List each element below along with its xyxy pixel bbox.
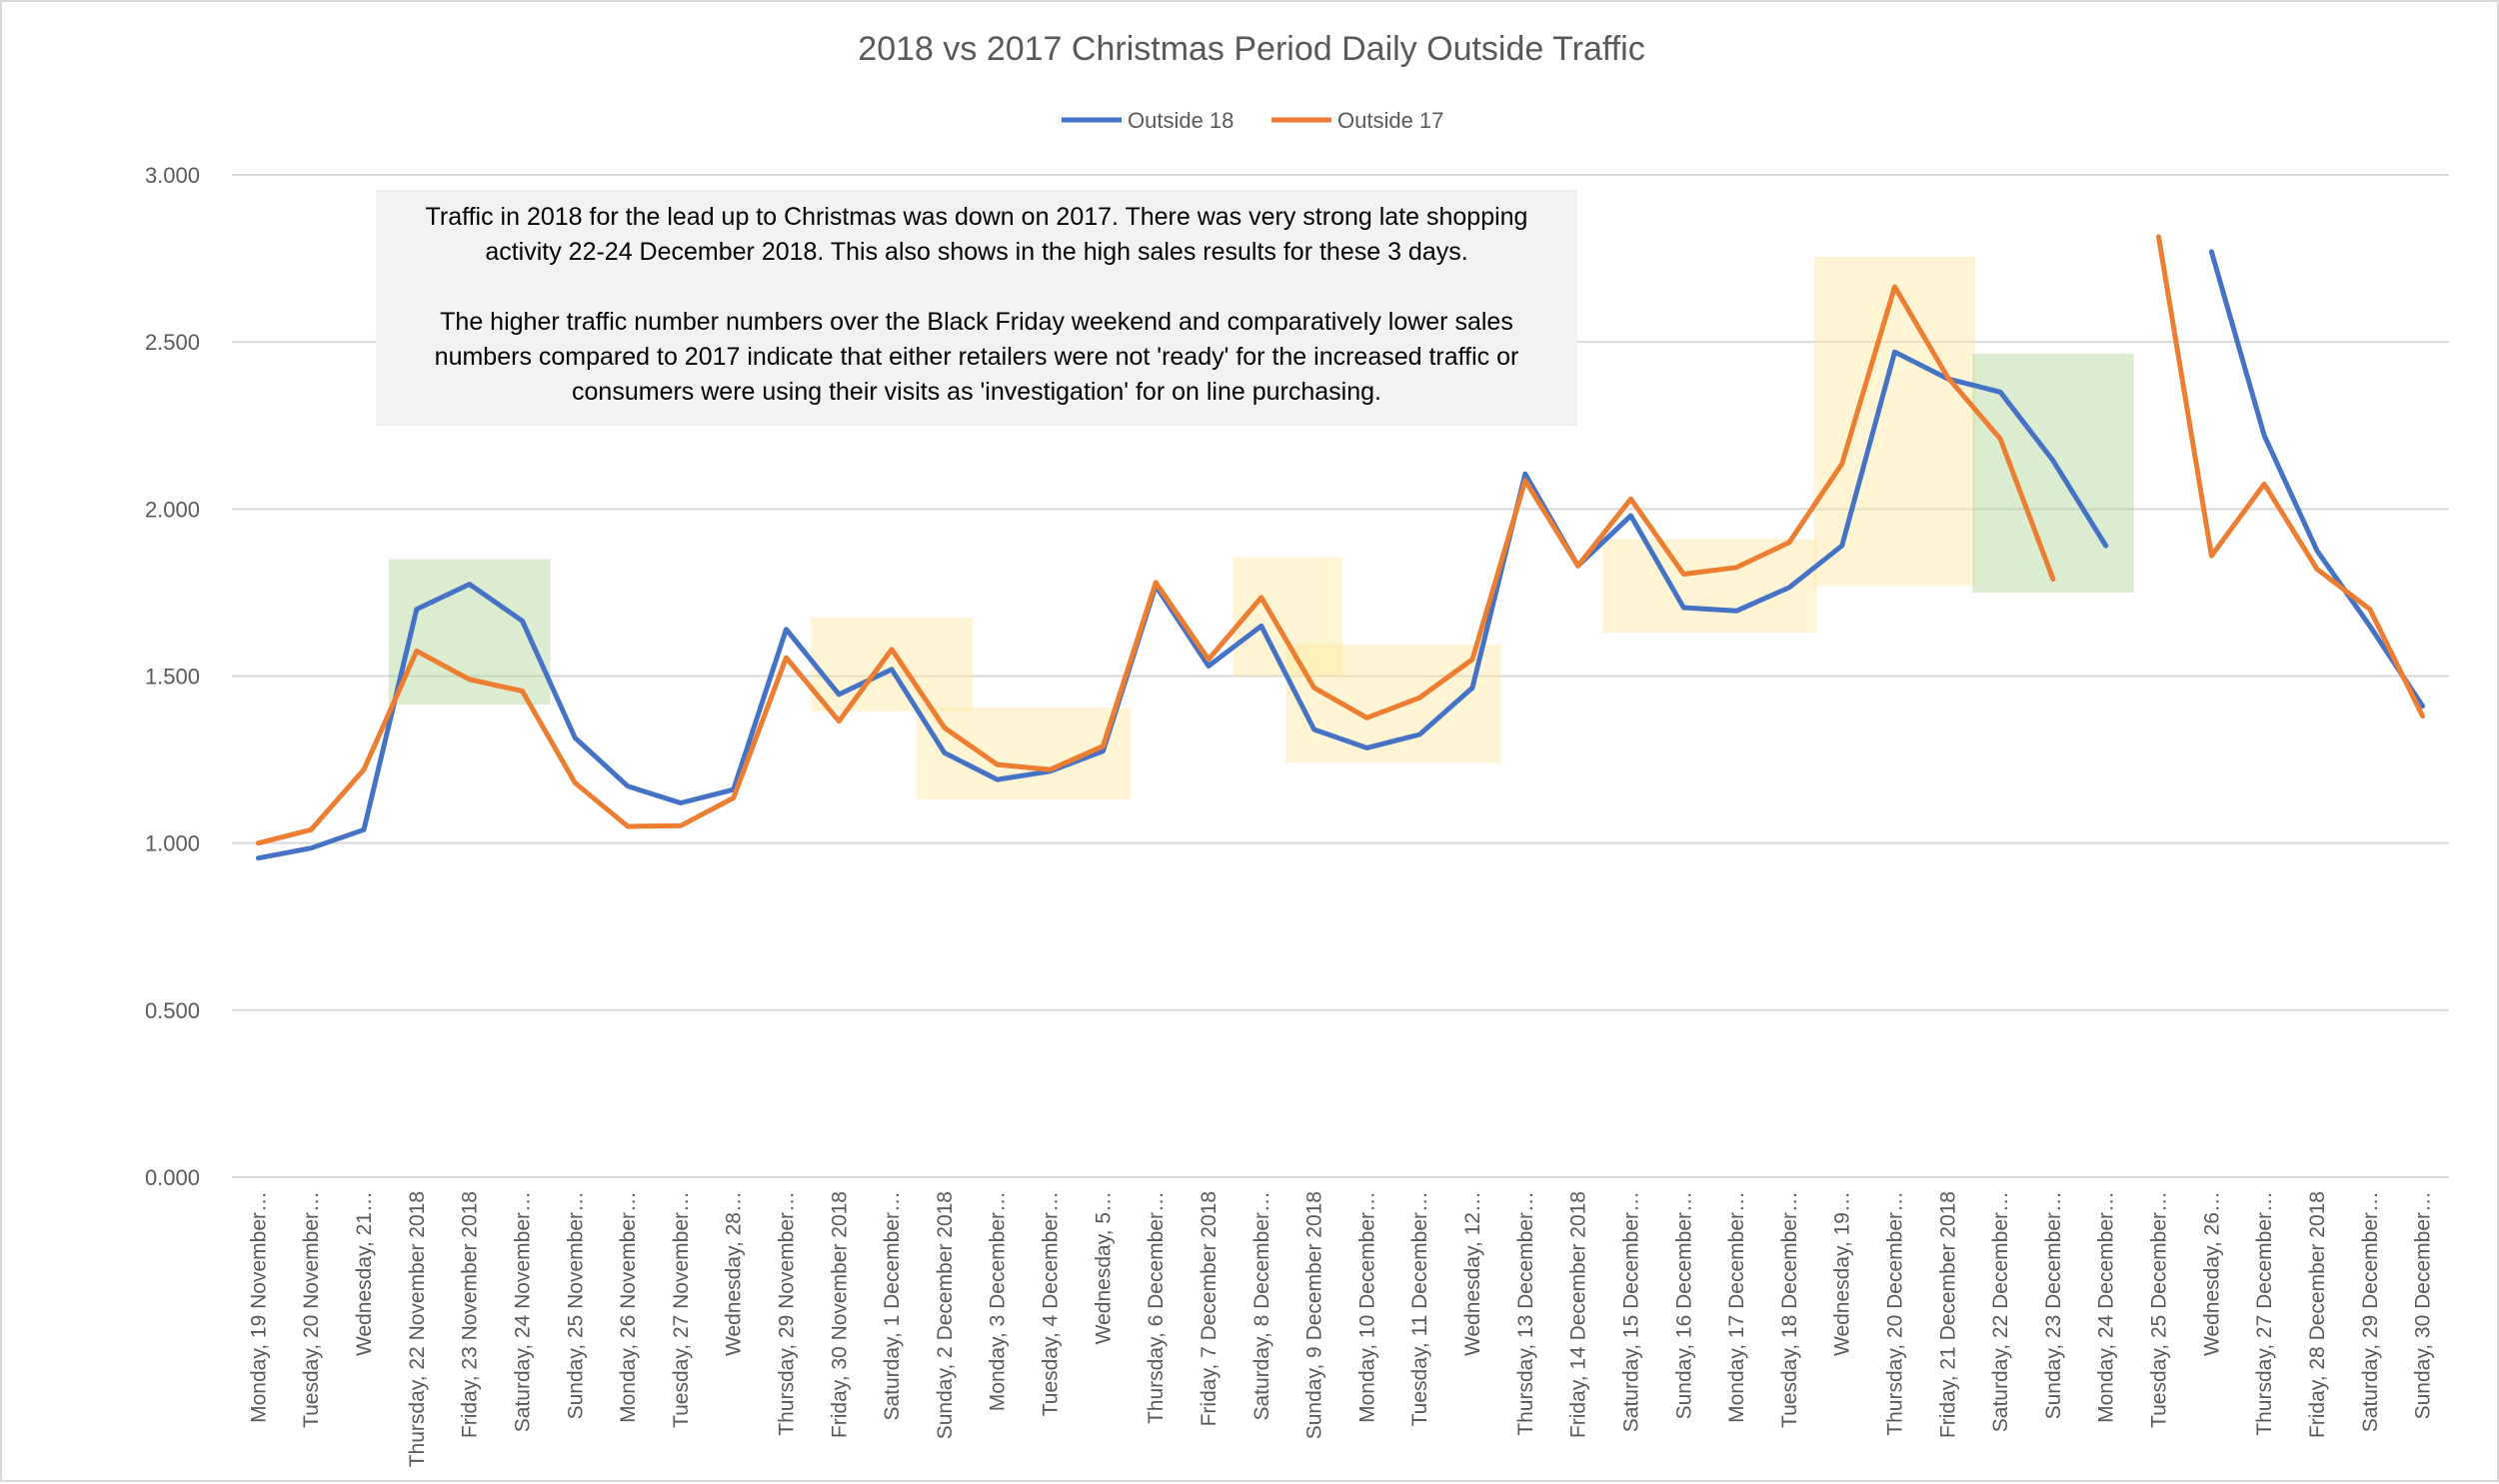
series-line: [255, 349, 2109, 861]
series-outside-18: [255, 249, 2426, 861]
x-tick-label: Sunday, 25 November…: [564, 1191, 587, 1419]
x-tick-label: Friday, 21 December 2018: [1936, 1191, 1959, 1438]
x-tick-label: Thursday, 6 December…: [1145, 1191, 1168, 1424]
annotation-paragraph-2: The higher traffic number numbers over t…: [434, 308, 1519, 406]
x-tick-label: Monday, 10 December…: [1355, 1191, 1378, 1423]
x-tick-label: Saturday, 29 December…: [2359, 1191, 2382, 1432]
x-tick-label: Monday, 24 December…: [2095, 1191, 2118, 1423]
x-tick-label: Sunday, 30 December…: [2412, 1191, 2435, 1419]
x-tick-label: Sunday, 23 December…: [2042, 1191, 2065, 1419]
x-tick-label: Saturday, 24 November…: [512, 1191, 535, 1432]
legend-label: Outside 17: [1337, 108, 1443, 133]
x-tick-label: Monday, 17 December…: [1725, 1191, 1748, 1423]
x-tick-label: Wednesday, 28…: [723, 1191, 746, 1356]
series-outside-17: [255, 234, 2426, 846]
x-tick-label: Tuesday, 25 December…: [2148, 1191, 2171, 1428]
y-tick-label: 2.500: [145, 330, 200, 355]
annotation-box: Traffic in 2018 for the lead up to Chris…: [376, 190, 1577, 426]
x-tick-label: Wednesday, 19…: [1831, 1191, 1854, 1356]
x-tick-label: Thursday, 22 November 2018: [406, 1191, 429, 1467]
x-tick-label: Monday, 26 November…: [617, 1191, 640, 1423]
x-axis: Monday, 19 November… Tuesday, 20 November…: [247, 1191, 2434, 1467]
x-tick-label: Tuesday, 20 November…: [300, 1191, 323, 1428]
annotation-paragraph-1: Traffic in 2018 for the lead up to Chris…: [425, 203, 1528, 266]
series-line: [2208, 249, 2426, 710]
x-tick-label: Saturday, 8 December…: [1250, 1191, 1273, 1421]
x-tick-label: Friday, 28 December 2018: [2306, 1191, 2329, 1438]
x-tick-label: Saturday, 15 December…: [1620, 1191, 1643, 1432]
x-tick-label: Monday, 3 December…: [987, 1191, 1010, 1411]
y-tick-label: 0.500: [145, 998, 200, 1023]
x-tick-label: Friday, 23 November 2018: [459, 1191, 482, 1438]
x-tick-label: Thursday, 27 December…: [2253, 1191, 2276, 1436]
y-tick-label: 0.000: [145, 1165, 200, 1190]
x-tick-label: Wednesday, 5…: [1092, 1191, 1115, 1344]
y-tick-label: 2.000: [145, 497, 200, 522]
x-tick-label: Thursday, 29 November…: [776, 1191, 799, 1436]
x-tick-label: Saturday, 1 December…: [881, 1191, 904, 1421]
x-tick-label: Sunday, 2 December 2018: [934, 1191, 957, 1439]
series-line: [255, 284, 2056, 846]
x-tick-label: Tuesday, 4 December…: [1040, 1191, 1063, 1416]
x-tick-label: Tuesday, 18 December…: [1778, 1191, 1801, 1428]
x-tick-label: Tuesday, 27 November…: [670, 1191, 693, 1428]
x-tick-label: Friday, 7 December 2018: [1198, 1191, 1221, 1426]
x-tick-label: Wednesday, 21…: [353, 1191, 376, 1356]
highlight-region-yellow: [1233, 557, 1342, 677]
series-line: [2156, 234, 2426, 720]
x-tick-label: Thursday, 13 December…: [1514, 1191, 1537, 1436]
x-tick-label: Monday, 19 November…: [247, 1191, 270, 1423]
series-lines: [255, 234, 2426, 861]
y-axis: 0.000 0.500 1.000 1.500 2.000 2.500 3.000: [145, 163, 200, 1190]
x-tick-label: Thursday, 20 December…: [1884, 1191, 1907, 1436]
y-tick-label: 1.000: [145, 831, 200, 856]
x-tick-label: Sunday, 16 December…: [1672, 1191, 1695, 1419]
highlight-region-yellow: [1813, 256, 1976, 587]
chart-title: 2018 vs 2017 Christmas Period Daily Outs…: [858, 30, 1644, 68]
x-tick-label: Sunday, 9 December 2018: [1303, 1191, 1326, 1439]
y-tick-label: 3.000: [145, 163, 200, 188]
x-tick-label: Wednesday, 12…: [1461, 1191, 1484, 1356]
highlight-region-yellow: [1602, 539, 1817, 634]
x-tick-label: Wednesday, 26…: [2200, 1191, 2223, 1356]
legend: Outside 18 Outside 17: [1062, 108, 1443, 133]
highlight-region-yellow: [811, 617, 973, 712]
x-tick-label: Friday, 14 December 2018: [1567, 1191, 1590, 1438]
x-tick-label: Tuesday, 11 December…: [1408, 1191, 1431, 1426]
x-tick-label: Saturday, 22 December…: [1989, 1191, 2012, 1432]
x-tick-label: Friday, 30 November 2018: [828, 1191, 851, 1438]
y-tick-label: 1.500: [145, 665, 200, 690]
legend-label: Outside 18: [1128, 108, 1234, 133]
